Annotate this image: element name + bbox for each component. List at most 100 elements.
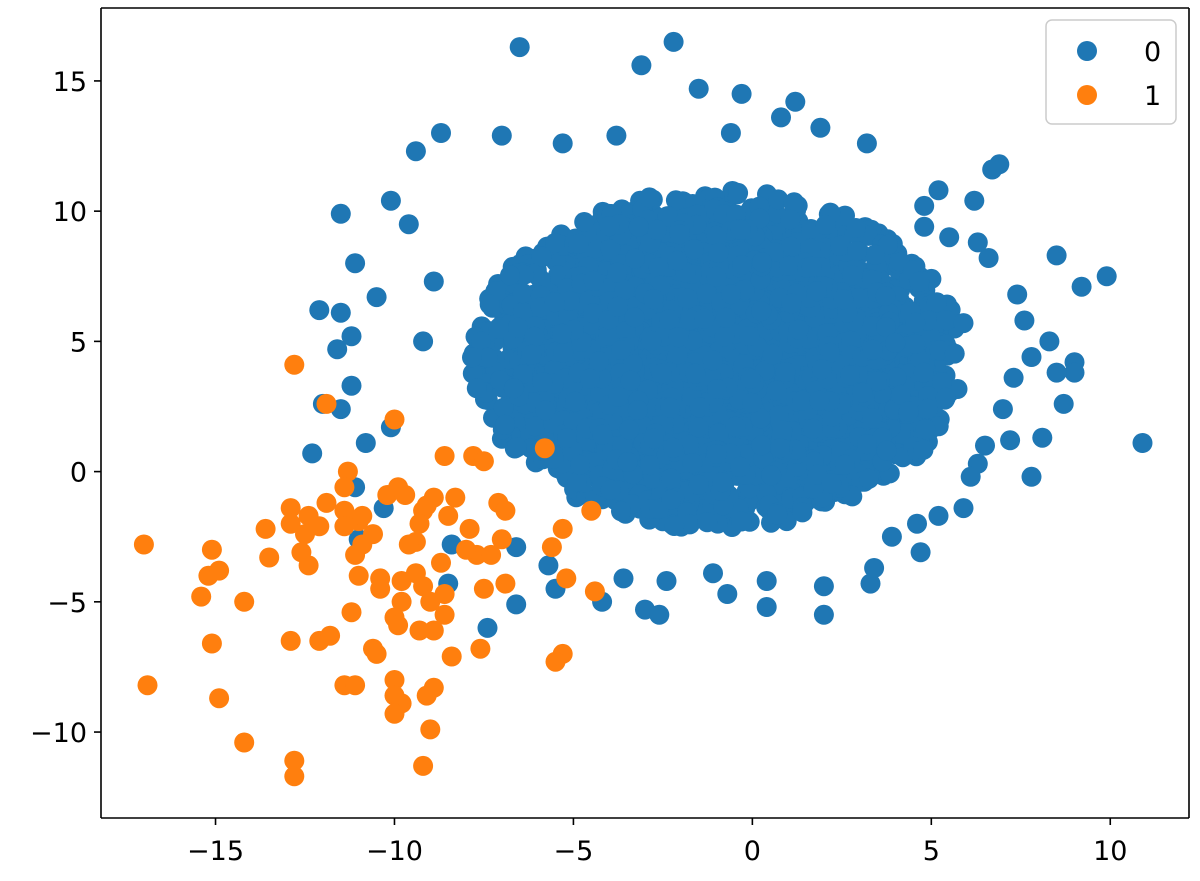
data-point [545, 651, 566, 672]
data-point [420, 719, 441, 740]
data-point [640, 455, 660, 476]
data-point [768, 189, 789, 210]
legend-marker-series-0 [1077, 41, 1097, 61]
data-point [833, 289, 854, 310]
data-point [619, 419, 640, 440]
data-point [939, 227, 960, 248]
data-point [706, 225, 727, 246]
data-point [1064, 362, 1085, 383]
data-point [907, 513, 927, 534]
data-point [477, 617, 498, 638]
data-point [420, 591, 441, 612]
data-point [842, 265, 863, 286]
data-point [508, 317, 528, 338]
data-point [742, 392, 763, 413]
data-point [982, 159, 1003, 180]
data-point [133, 534, 154, 555]
data-point [756, 597, 777, 617]
series-1 [133, 354, 605, 787]
data-point [431, 552, 451, 573]
data-point [886, 367, 907, 388]
data-point [660, 468, 681, 489]
data-point [234, 732, 255, 753]
data-point [255, 518, 276, 539]
data-point [785, 91, 806, 112]
data-point [813, 604, 834, 625]
x-tick-label: −15 [187, 836, 244, 867]
data-point [840, 365, 860, 386]
data-point [714, 326, 735, 347]
data-point [413, 755, 434, 776]
data-point [1014, 310, 1035, 331]
data-point [1046, 245, 1067, 266]
data-point [682, 453, 703, 474]
data-point [663, 31, 684, 52]
data-point [1132, 433, 1153, 453]
data-point [327, 339, 348, 360]
data-point [423, 677, 444, 698]
data-point [856, 133, 877, 154]
data-point [491, 529, 512, 550]
data-point [643, 289, 664, 310]
data-point [398, 214, 419, 235]
data-point [384, 409, 405, 430]
data-point [731, 511, 752, 532]
data-point [538, 555, 559, 576]
data-point [201, 633, 222, 654]
legend-label-series-1: 1 [1144, 81, 1161, 112]
data-point [821, 406, 842, 427]
data-point [767, 504, 788, 525]
data-point [284, 766, 305, 787]
data-point [534, 438, 555, 459]
data-point [740, 368, 761, 389]
data-point [503, 378, 524, 399]
data-point [495, 573, 516, 594]
data-point [679, 514, 700, 535]
data-point [330, 203, 351, 224]
data-point [337, 461, 358, 482]
data-point [739, 326, 760, 346]
data-point [646, 219, 667, 240]
x-tick-label: −10 [366, 836, 423, 867]
data-point [552, 323, 572, 344]
data-point [809, 390, 830, 411]
data-point [721, 284, 741, 305]
data-point [434, 446, 455, 466]
data-point [866, 371, 887, 392]
data-point [525, 416, 545, 437]
data-point [341, 326, 362, 347]
data-point [651, 363, 672, 384]
data-point [685, 363, 706, 384]
data-point [730, 456, 751, 477]
data-point [409, 620, 430, 641]
data-point [583, 238, 604, 259]
data-point [1000, 430, 1021, 451]
data-point [471, 331, 491, 352]
x-axis-ticks: −15 −10 −5 0 5 10 [187, 818, 1127, 867]
data-point [611, 501, 631, 522]
data-point [413, 331, 434, 352]
data-point [584, 581, 605, 602]
data-point [1046, 362, 1067, 383]
data-point [639, 187, 660, 208]
data-point [445, 487, 466, 508]
data-point [696, 283, 717, 304]
data-point [688, 474, 709, 495]
data-point [661, 489, 682, 510]
data-point [707, 379, 728, 399]
data-point [688, 78, 709, 99]
data-point [352, 505, 373, 526]
data-point [574, 212, 595, 232]
data-point [811, 359, 832, 380]
data-point [409, 513, 430, 534]
data-point [928, 505, 949, 526]
data-point [608, 386, 629, 407]
data-point [975, 435, 995, 456]
data-point [978, 248, 999, 268]
data-point [967, 232, 988, 253]
data-point [473, 578, 494, 599]
data-point [751, 301, 772, 322]
data-point [583, 270, 604, 291]
data-point [470, 638, 491, 659]
data-point [841, 330, 861, 351]
